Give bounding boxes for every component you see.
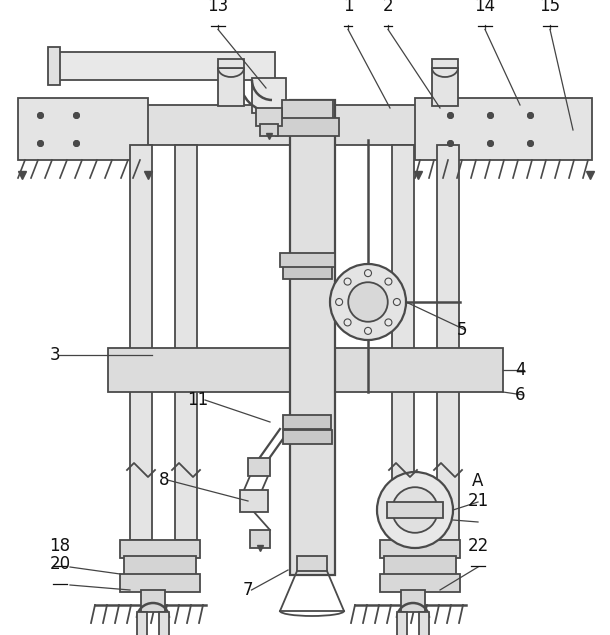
Circle shape: [336, 298, 343, 305]
Text: 18: 18: [49, 537, 71, 555]
Text: 20: 20: [49, 555, 71, 573]
Bar: [159, 612, 169, 635]
Text: 11: 11: [187, 391, 209, 409]
Bar: [283, 415, 331, 429]
Bar: [120, 574, 200, 592]
Bar: [432, 59, 458, 68]
Bar: [282, 100, 333, 122]
Bar: [297, 556, 327, 571]
Bar: [387, 502, 443, 518]
Bar: [108, 348, 503, 392]
Text: 4: 4: [515, 361, 525, 379]
Circle shape: [377, 472, 453, 548]
Bar: [397, 612, 407, 635]
Text: 2: 2: [382, 0, 393, 15]
Circle shape: [365, 270, 371, 277]
Bar: [250, 530, 270, 548]
Bar: [283, 265, 332, 279]
Bar: [55, 52, 275, 80]
Bar: [218, 68, 244, 106]
Circle shape: [344, 278, 351, 285]
Text: 3: 3: [49, 346, 60, 364]
Text: 21: 21: [467, 492, 489, 510]
Text: 8: 8: [159, 471, 169, 489]
Bar: [419, 612, 429, 635]
Bar: [124, 556, 196, 576]
Bar: [380, 540, 460, 558]
Bar: [380, 574, 460, 592]
Bar: [260, 124, 278, 136]
Bar: [392, 145, 414, 540]
Bar: [256, 108, 282, 126]
Text: 15: 15: [539, 0, 561, 15]
Text: A: A: [472, 472, 484, 490]
Circle shape: [348, 282, 388, 322]
Text: 22: 22: [467, 537, 489, 555]
Text: 7: 7: [243, 581, 253, 599]
Bar: [280, 253, 335, 267]
Circle shape: [385, 278, 392, 285]
Bar: [437, 145, 459, 540]
Circle shape: [392, 487, 438, 533]
Circle shape: [365, 328, 371, 335]
Circle shape: [385, 319, 392, 326]
Bar: [175, 145, 197, 540]
Text: 5: 5: [457, 321, 467, 339]
Bar: [141, 590, 165, 612]
Bar: [218, 59, 244, 68]
Bar: [432, 68, 458, 106]
Circle shape: [393, 298, 400, 305]
Bar: [290, 100, 335, 575]
Bar: [276, 118, 339, 136]
Bar: [384, 556, 456, 576]
Bar: [283, 430, 332, 444]
Text: 14: 14: [475, 0, 495, 15]
Bar: [137, 612, 147, 635]
Bar: [120, 540, 200, 558]
Bar: [18, 98, 148, 160]
Bar: [48, 47, 60, 85]
Text: 13: 13: [207, 0, 229, 15]
Bar: [130, 145, 152, 540]
Bar: [248, 458, 270, 476]
Bar: [252, 78, 286, 113]
Bar: [240, 490, 268, 512]
Bar: [50, 105, 565, 145]
Text: 6: 6: [515, 386, 525, 404]
Circle shape: [330, 264, 406, 340]
Bar: [415, 98, 592, 160]
Text: 1: 1: [343, 0, 353, 15]
Bar: [401, 590, 425, 612]
Circle shape: [344, 319, 351, 326]
